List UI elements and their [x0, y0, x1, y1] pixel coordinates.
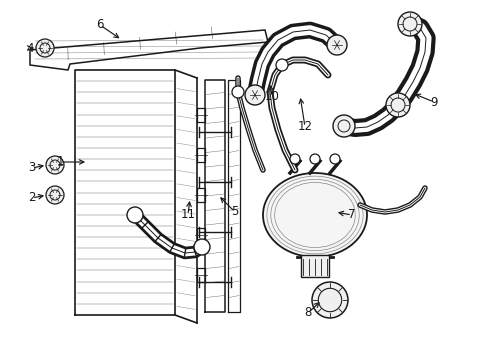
Circle shape [332, 115, 354, 137]
Circle shape [311, 282, 347, 318]
Text: 10: 10 [264, 90, 279, 104]
Circle shape [397, 12, 421, 36]
Text: 5: 5 [231, 206, 238, 219]
Circle shape [127, 207, 142, 223]
Circle shape [309, 154, 319, 164]
Circle shape [385, 93, 409, 117]
Circle shape [275, 59, 287, 71]
Circle shape [194, 239, 209, 255]
Circle shape [244, 85, 264, 105]
Text: 4: 4 [26, 41, 34, 54]
Text: 8: 8 [304, 306, 311, 320]
Circle shape [46, 186, 64, 204]
Circle shape [329, 154, 339, 164]
Circle shape [46, 156, 64, 174]
Bar [301, 255, 328, 277]
Circle shape [289, 154, 299, 164]
Text: 3: 3 [28, 162, 36, 175]
Text: 2: 2 [28, 192, 36, 204]
Circle shape [36, 39, 54, 57]
Circle shape [231, 86, 244, 98]
Circle shape [326, 35, 346, 55]
Text: 9: 9 [429, 95, 437, 108]
Text: 1: 1 [56, 156, 63, 168]
Text: 7: 7 [347, 208, 355, 221]
Text: 12: 12 [297, 121, 312, 134]
Text: 6: 6 [96, 18, 103, 31]
Text: 11: 11 [180, 208, 195, 221]
Ellipse shape [263, 173, 366, 257]
